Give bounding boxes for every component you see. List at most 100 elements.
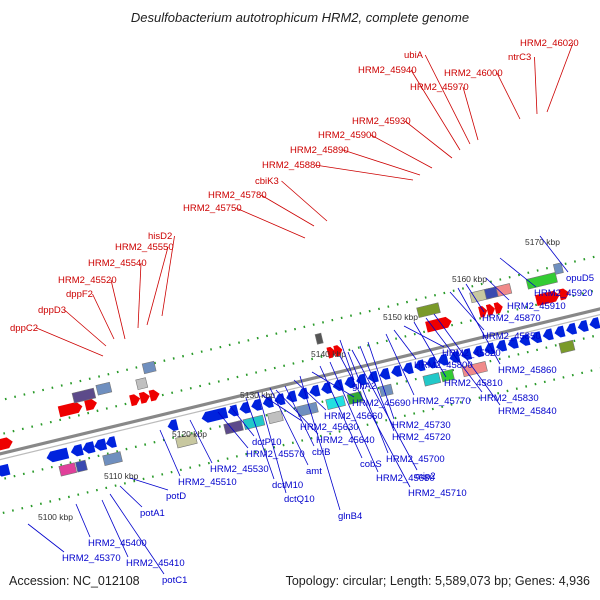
gene-arrow-reverse [227,404,239,417]
gene-feature [534,290,560,306]
gene-arrow-reverse [461,348,473,361]
gene-feature [227,404,239,417]
gene-arrow-reverse [70,444,84,457]
gene-arrow-reverse [46,447,70,463]
gene-box [440,368,455,383]
gene-box [325,395,346,410]
gene-feature [379,367,391,380]
bottom-gene-label: cbiB [312,447,330,458]
guide-dotted-line [0,254,600,402]
gene-arrow-forward [0,437,13,454]
gene-arrow-forward [326,346,336,359]
top-gene-label: HRM2_45780 [208,190,267,201]
top-gene-label: HRM2_45890 [290,145,349,156]
bottom-gene-label: potC1 [162,575,187,586]
bottom-gene-label: HRM2_45630 [300,422,359,433]
gene-arrow-reverse [105,436,117,448]
gene-arrow-forward [138,391,150,404]
bottom-leader-line [393,329,417,360]
gene-feature [201,407,229,423]
top-leader-line [92,293,115,340]
tick-label: 5140 kbp [311,349,346,359]
gene-arrow-reverse [507,336,519,349]
bottom-leader-line [261,394,303,422]
bottom-gene-label: HRM2_45720 [392,432,451,443]
top-leader-line [161,235,175,317]
gene-feature [440,368,455,383]
bottom-leader-line [229,405,255,437]
guide-dotted-line [0,367,600,515]
bottom-gene-label: HRM2_45730 [392,420,451,431]
top-gene-label: HRM2_46020 [520,38,579,49]
bottom-leader-line [425,317,483,393]
top-leader-line [235,207,306,239]
gene-arrow-forward [493,302,503,314]
gene-feature [558,339,576,354]
bottom-leader-line [275,389,319,435]
tick-label: 5170 kbp [525,237,560,247]
bottom-leader-line [101,499,129,558]
bottom-leader-line [339,355,411,488]
gene-arrow-forward [558,288,570,301]
gene-feature [326,346,336,359]
gene-arrow-reverse [519,334,531,346]
gene-feature [589,317,600,330]
top-gene-label: HRM2_45900 [318,130,377,141]
gene-feature [314,332,324,345]
gene-feature [478,306,488,318]
top-leader-line [64,309,107,347]
gene-feature [558,288,570,301]
top-leader-line [110,279,126,340]
gene-arrow-forward [485,304,495,316]
gene-arrow-reverse [554,325,566,338]
bottom-gene-label: HRM2_45640 [316,435,375,446]
top-gene-label: dppD3 [38,305,66,316]
gene-feature [422,372,442,387]
gene-feature [71,387,97,404]
bottom-gene-label: HRM2_45840 [498,406,557,417]
top-gene-label: HRM2_45750 [183,203,242,214]
bottom-leader-line [351,349,418,471]
top-gene-label: dppC2 [10,323,38,334]
bottom-leader-line [457,287,501,365]
gene-arrow-reverse [356,373,368,386]
gene-feature [402,362,414,375]
top-gene-label: ntrC3 [508,52,531,63]
gene-feature [251,398,263,411]
gene-arrow-reverse [239,401,251,414]
topology-label: Topology: circular; Length: 5,589,073 bp… [285,574,590,588]
gene-feature [416,302,441,319]
gene-arrow-reverse [414,359,426,372]
gene-feature [274,393,286,406]
gene-feature [325,395,346,410]
gene-box [314,332,324,345]
gene-box [525,272,558,290]
gene-arrow-reverse [82,441,96,454]
gene-feature [309,384,321,397]
bottom-gene-label: amt [306,466,322,477]
bottom-gene-label: HRM2_45910 [507,301,566,312]
gene-feature [242,414,266,430]
gene-feature [414,359,426,372]
gene-box [267,410,284,425]
genome-backbone [0,313,600,461]
gene-feature [577,319,589,332]
gene-feature [148,389,160,402]
gene-box [75,459,88,473]
bottom-leader-line [413,321,447,378]
bottom-leader-line [189,419,213,464]
bottom-leader-line [311,371,355,398]
gene-box [495,283,513,297]
gene-feature [95,381,113,396]
bottom-leader-line [27,523,65,553]
gene-feature [70,444,84,457]
gene-arrow-reverse [0,463,11,477]
bottom-leader-line [385,333,415,396]
top-gene-label: HRM2_45540 [88,258,147,269]
gene-feature [82,441,96,454]
gene-box [95,381,113,396]
gene-feature [496,339,508,352]
gene-arrow-reverse [531,331,543,344]
bottom-leader-line [245,397,275,480]
bottom-gene-label: potD [166,491,186,502]
